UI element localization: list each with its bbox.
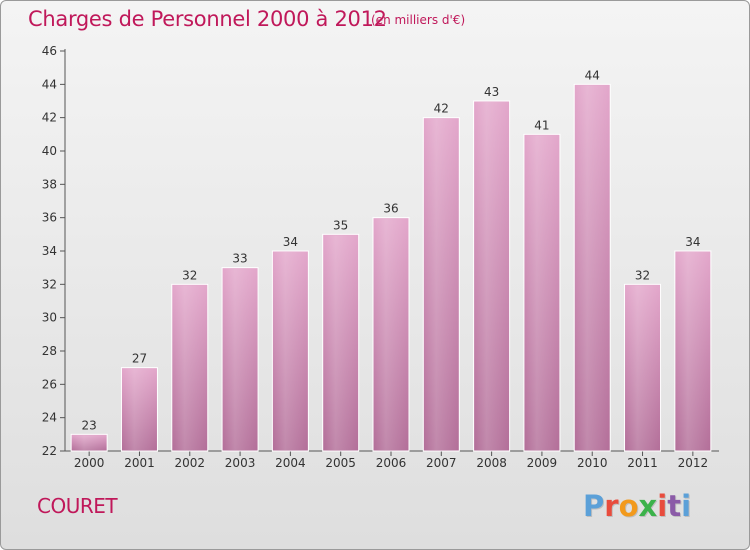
y-tick-label: 30 [42,311,57,325]
logo-letter: i [681,489,692,523]
x-tick-label-2009: 2009 [527,456,558,470]
chart-title: Charges de Personnel 2000 à 2012 [28,7,387,31]
x-tick-label-2007: 2007 [426,456,457,470]
x-tick-label-2004: 2004 [275,456,306,470]
data-label-2010: 44 [585,68,600,82]
y-tick-label: 36 [42,211,57,225]
x-tick-label-2011: 2011 [627,456,658,470]
x-tick-label-2002: 2002 [174,456,205,470]
bar-shine-2006 [374,218,408,450]
data-label-2011: 32 [635,268,650,282]
y-tick-label: 38 [42,177,57,191]
y-tick-label: 28 [42,344,57,358]
proxiti-logo[interactable]: Proxiti [583,489,691,523]
commune-name: COURET [37,494,118,518]
axes: 22 24 26 28 30 32 34 36 38 40 42 44 46 2000 2001 2002 20… [42,44,719,470]
chart-subtitle: (en milliers d'€) [371,13,466,27]
y-tick-label: 40 [42,144,57,158]
logo-letter: t [667,489,682,523]
bar-shine-2001 [122,368,157,450]
bar-shine-2004 [273,252,308,450]
x-tick-label-2008: 2008 [476,456,507,470]
data-label-2003: 33 [232,252,247,266]
x-tick-label-2000: 2000 [74,456,105,470]
logo-letter: x [638,489,658,523]
logo-letter: r [604,489,619,523]
bar-shine-2008 [474,102,509,450]
bars [70,83,712,452]
bar-shine-2011 [625,285,660,450]
data-label-2001: 27 [132,352,147,366]
data-label-2005: 35 [333,218,348,232]
data-label-2004: 34 [283,235,298,249]
bar-shine-2003 [223,268,258,450]
data-label-2007: 42 [434,102,449,116]
data-label-2008: 43 [484,85,499,99]
x-tick-label-2005: 2005 [325,456,356,470]
data-label-2000: 23 [82,418,97,432]
x-tick-label-2003: 2003 [225,456,256,470]
data-label-2012: 34 [685,235,700,249]
bar-shine-2005 [323,235,358,450]
data-label-2002: 32 [182,268,197,282]
y-tick-label: 24 [42,411,57,425]
bar-shine-2000 [72,435,107,450]
data-label-2009: 41 [534,118,549,132]
y-tick-label: 42 [42,111,57,125]
bar-shine-2010 [575,85,610,450]
x-tick-label-2001: 2001 [124,456,155,470]
data-labels: 23 27 32 33 34 35 36 42 43 41 44 32 34 [82,68,701,432]
logo-letter: o [618,489,639,523]
x-tick-label-2012: 2012 [678,456,709,470]
y-tick-label: 44 [42,77,57,91]
y-tick-label: 26 [42,377,57,391]
logo-letter: i [657,489,668,523]
logo-letter: P [583,489,605,523]
y-tick-label: 32 [42,277,57,291]
y-tick-label: 22 [42,444,57,458]
bar-shine-2009 [524,135,559,451]
bar-shine-2012 [675,252,710,450]
x-tick-label-2006: 2006 [376,456,407,470]
x-tick-label-2010: 2010 [577,456,608,470]
y-tick-label: 46 [42,44,57,58]
bar-shine-2007 [424,118,459,451]
data-label-2006: 36 [383,202,398,216]
bar-shine-2002 [172,285,207,450]
y-tick-label: 34 [42,244,57,258]
